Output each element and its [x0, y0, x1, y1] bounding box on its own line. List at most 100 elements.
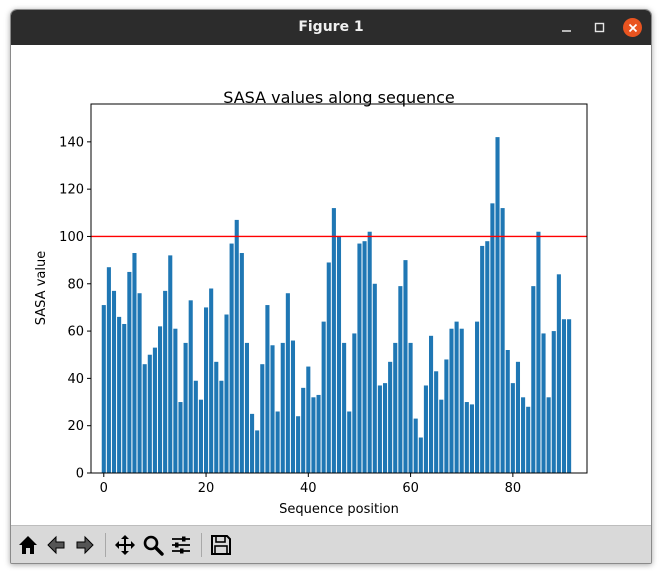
bar-61: [413, 418, 418, 473]
bar-4: [122, 323, 127, 473]
bar-90: [561, 319, 567, 473]
bar-17: [188, 300, 193, 473]
bar-29: [250, 413, 255, 473]
bar-82: [521, 397, 526, 473]
bar-65: [434, 371, 439, 473]
bar-53: [372, 283, 377, 473]
bar-35: [280, 342, 285, 473]
bar-87: [546, 397, 551, 473]
bar-88: [551, 331, 556, 473]
x-tick-label: 40: [300, 481, 317, 496]
bar-10: [152, 347, 157, 473]
bar-25: [229, 243, 234, 473]
forward-arrow-icon: [76, 535, 94, 555]
bar-52: [367, 231, 372, 473]
x-tick-label: 60: [402, 481, 419, 496]
back-arrow-icon: [47, 535, 65, 555]
bar-78: [500, 208, 505, 473]
bar-55: [382, 383, 388, 473]
bar-9: [147, 354, 152, 473]
bar-86: [541, 333, 546, 473]
bar-56: [388, 361, 393, 473]
forward-button[interactable]: [72, 532, 98, 558]
bar-11: [157, 326, 163, 473]
close-icon: [628, 23, 637, 32]
configure-subplots-button[interactable]: [168, 532, 194, 558]
bar-73: [475, 321, 480, 473]
bar-85: [536, 231, 541, 473]
bar-62: [418, 437, 423, 473]
back-button[interactable]: [43, 532, 69, 558]
bar-3: [117, 316, 122, 473]
bar-28: [244, 342, 249, 473]
x-tick-label: 0: [100, 481, 108, 496]
save-button[interactable]: [208, 532, 234, 558]
toolbar-separator: [105, 533, 106, 557]
bar-41: [311, 397, 316, 473]
bar-58: [398, 286, 403, 473]
bar-48: [347, 411, 352, 473]
bar-26: [234, 219, 239, 473]
bar-57: [393, 342, 398, 473]
bar-34: [275, 411, 280, 473]
bar-7: [137, 293, 142, 473]
y-tick-label: 80: [67, 277, 84, 292]
toolbar-separator: [201, 533, 202, 557]
bar-69: [454, 321, 459, 473]
bar-66: [439, 399, 444, 473]
bar-42: [316, 394, 321, 473]
close-button[interactable]: [623, 18, 642, 37]
bar-5: [127, 271, 132, 473]
bar-76: [490, 203, 495, 473]
window-title: Figure 1: [298, 19, 364, 35]
maximize-button[interactable]: [590, 18, 609, 37]
bar-81: [515, 361, 521, 473]
minimize-button[interactable]: [557, 18, 576, 37]
bar-46: [336, 236, 342, 473]
bar-1: [106, 267, 111, 473]
x-axis: 0 20 40 60 80: [100, 473, 521, 496]
title-bar[interactable]: Figure 1: [11, 10, 651, 45]
bar-72: [469, 404, 474, 473]
bar-84: [531, 286, 536, 473]
bar-chart: SASA values along sequence 0 20 40 60 80 0 20…: [34, 88, 588, 517]
maximize-icon: [594, 22, 605, 33]
bar-22: [214, 361, 219, 473]
bar-75: [485, 241, 490, 473]
bar-67: [444, 359, 449, 473]
pan-button[interactable]: [112, 532, 138, 558]
x-axis-label: Sequence position: [279, 502, 399, 517]
bar-74: [480, 245, 485, 473]
y-tick-label: 100: [59, 230, 84, 245]
bar-23: [219, 380, 224, 473]
y-axis: 0 20 40 60 80 100 120 140: [59, 135, 91, 482]
x-tick-label: 80: [505, 481, 522, 496]
y-tick-label: 40: [67, 372, 84, 387]
bar-89: [556, 274, 561, 473]
y-axis-label: SASA value: [34, 251, 49, 325]
zoom-button[interactable]: [140, 532, 166, 558]
bar-36: [285, 293, 290, 473]
bar-59: [403, 260, 408, 473]
bar-64: [429, 335, 434, 473]
y-tick-label: 20: [67, 419, 84, 434]
sliders-icon: [172, 536, 190, 554]
bar-16: [183, 342, 188, 473]
bar-43: [321, 321, 326, 473]
y-tick-label: 140: [59, 135, 84, 150]
bar-15: [178, 402, 183, 473]
y-tick-label: 0: [76, 467, 84, 482]
bar-63: [423, 385, 428, 473]
bar-49: [352, 333, 357, 473]
home-button[interactable]: [15, 532, 41, 558]
y-tick-label: 60: [67, 325, 84, 340]
bar-32: [265, 305, 270, 473]
bar-24: [224, 314, 229, 473]
bar-39: [301, 387, 306, 473]
zoom-icon: [143, 535, 164, 556]
figure-window: Figure 1 SASA values along sequence 0 20 4…: [10, 9, 652, 564]
bar-54: [377, 385, 382, 473]
bar-21: [209, 288, 214, 473]
figure-canvas[interactable]: SASA values along sequence 0 20 40 60 80 0 20…: [11, 45, 651, 525]
navigation-toolbar: [11, 525, 651, 563]
